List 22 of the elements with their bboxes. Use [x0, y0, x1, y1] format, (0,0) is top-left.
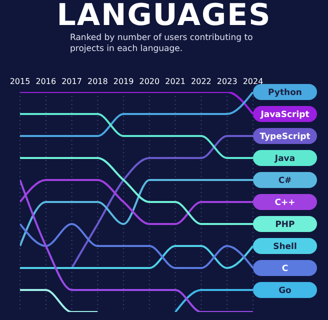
text: Shell — [273, 242, 297, 252]
chart-subtitle: Ranked by number of users contributing to projects in each language. — [70, 33, 254, 55]
text: C# — [278, 176, 292, 186]
series-label: JavaScript — [260, 110, 310, 120]
text: Java — [274, 154, 296, 164]
series-label: TypeScript — [260, 132, 310, 142]
text: Go — [278, 286, 292, 296]
x-tick-label: 2021 — [165, 77, 186, 86]
x-tick-label: 2022 — [191, 77, 212, 86]
x-tick-label: 2015 — [10, 77, 30, 86]
text: PHP — [275, 220, 295, 230]
series-label: Python — [268, 88, 302, 98]
chart-title: LANGUAGES — [56, 0, 272, 33]
x-tick-label: 2017 — [62, 77, 82, 86]
x-tick-label: 2020 — [139, 77, 160, 86]
text: C — [282, 264, 288, 274]
text: C++ — [274, 198, 296, 208]
x-tick-label: 2016 — [36, 77, 56, 86]
x-tick-label: 2019 — [113, 77, 134, 86]
x-tick-label: 2018 — [87, 77, 108, 86]
x-tick-label: 2023 — [216, 77, 238, 86]
x-tick-label: 2024 — [242, 77, 264, 86]
